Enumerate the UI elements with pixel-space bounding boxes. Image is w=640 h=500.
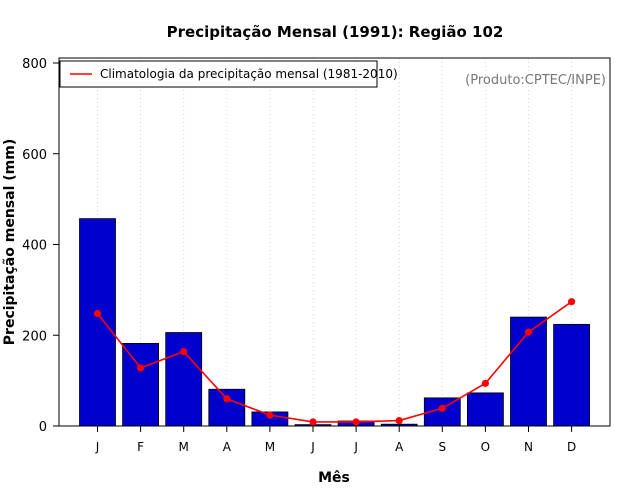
climatology-point (352, 418, 360, 426)
climatology-point (568, 298, 576, 306)
climatology-point (266, 411, 274, 419)
y-axis-label: Precipitação mensal (mm) (2, 139, 18, 345)
x-tick-label: A (395, 440, 404, 454)
climatology-point (137, 364, 145, 372)
x-tick-label: N (524, 440, 533, 454)
y-tick-label: 0 (39, 420, 47, 435)
climatology-point (481, 379, 489, 387)
x-tick-label: S (438, 440, 446, 454)
climatology-point (93, 309, 102, 318)
x-tick-label: M (179, 440, 189, 454)
bar (466, 392, 504, 427)
legend-box (59, 60, 378, 88)
climatology-point (395, 416, 403, 425)
source-annotation: (Produto:CPTEC/INPE) (465, 73, 606, 88)
bar (79, 218, 116, 427)
x-tick-label: J (353, 440, 358, 454)
bar (208, 388, 246, 427)
x-axis-label: Mês (318, 470, 350, 486)
x-tick-label: D (567, 440, 576, 454)
climatology-line (96, 301, 573, 423)
x-tick-label: F (137, 440, 144, 454)
x-tick-label: J (310, 440, 315, 454)
x-tick-label: A (223, 440, 232, 454)
y-tick-label: 400 (22, 239, 47, 254)
x-tick-label: J (95, 440, 100, 454)
legend-label: Climatologia da precipitação mensal (198… (100, 67, 398, 81)
y-axis: 0 200 400 600 800 (22, 57, 59, 435)
chart-title: Precipitação Mensal (1991): Região 102 (167, 23, 504, 41)
y-tick-label: 800 (22, 57, 47, 72)
plot-frame (58, 57, 611, 427)
x-tick-label: O (481, 440, 490, 454)
bar (165, 332, 203, 427)
climatology-point (309, 418, 317, 426)
bar (553, 323, 590, 427)
climatology-point (524, 328, 533, 336)
climatology-point (180, 347, 188, 356)
y-tick-label: 200 (22, 329, 47, 344)
legend: Climatologia da precipitação mensal (198… (59, 60, 398, 88)
climatology-series (93, 298, 576, 426)
x-tick-label: M (265, 440, 275, 454)
bar (122, 343, 159, 427)
y-tick-label: 600 (22, 148, 47, 163)
climatology-point (223, 395, 231, 403)
climatology-point (438, 404, 446, 412)
